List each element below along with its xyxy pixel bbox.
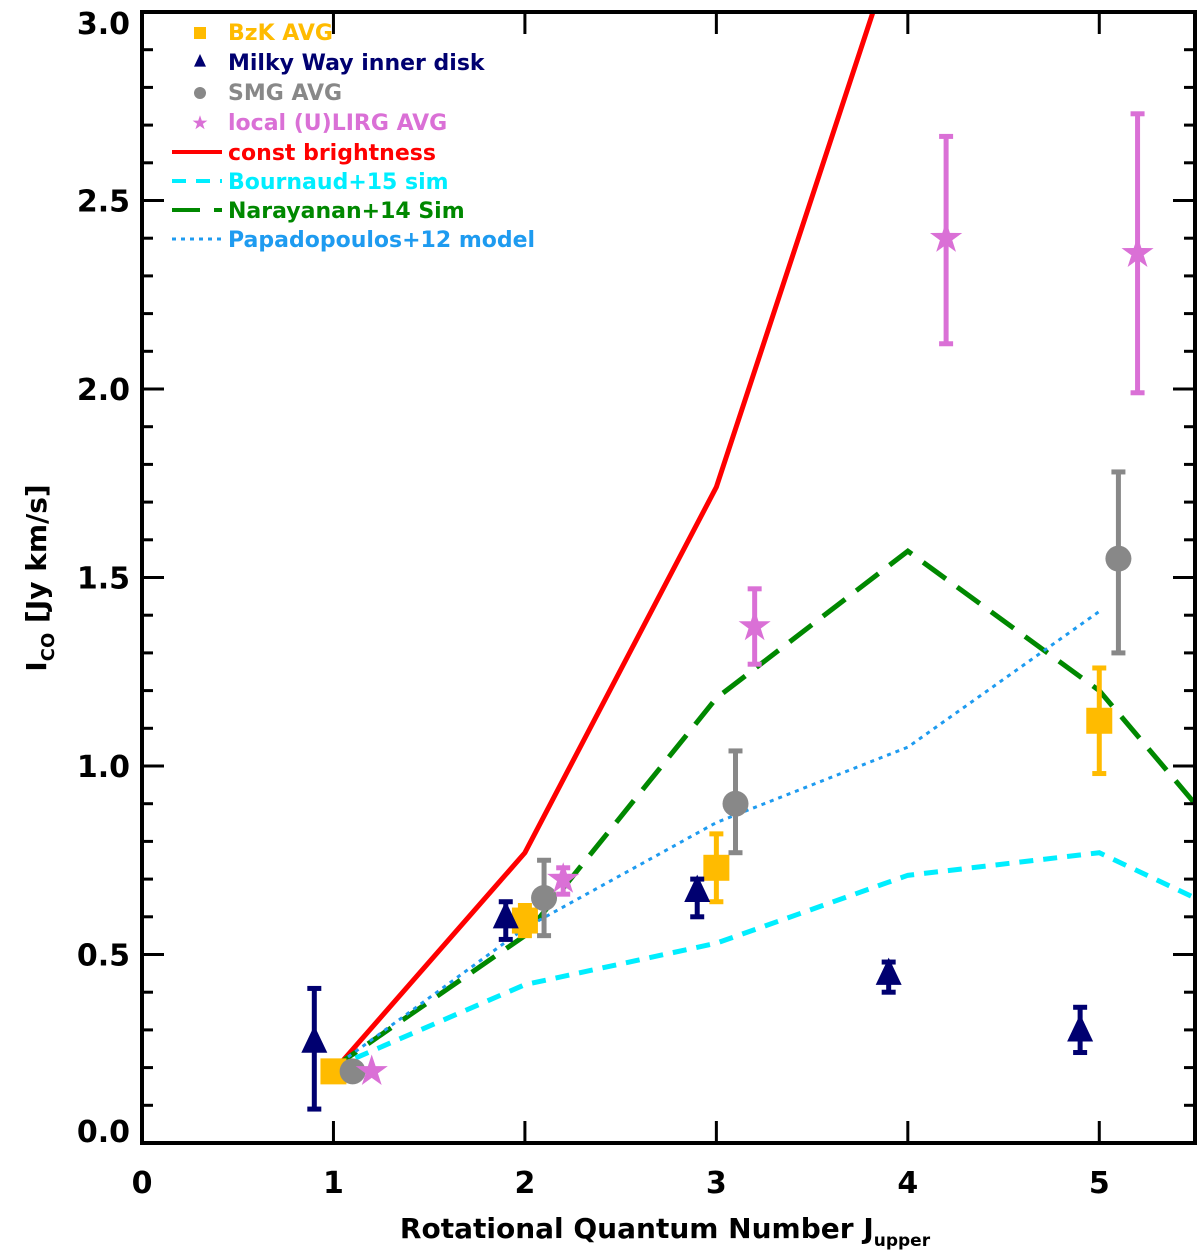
triangle-marker [194, 54, 206, 67]
line-bournaud-15-sim [333, 853, 1195, 1068]
y-tick-label: 2.5 [77, 185, 130, 220]
y-tick-label: 1.5 [77, 562, 130, 597]
x-tick-label: 1 [323, 1166, 344, 1201]
x-axis-title: Rotational Quantum Number Jupper [400, 1212, 931, 1251]
square-marker [512, 908, 538, 934]
triangle-marker [301, 1025, 327, 1052]
y-tick-label: 2.0 [77, 373, 130, 408]
x-tick-label: 5 [1089, 1166, 1110, 1201]
circle-marker [531, 885, 557, 911]
triangle-marker [876, 958, 902, 985]
square-marker [703, 855, 729, 881]
legend-label: Narayanan+14 Sim [228, 199, 465, 224]
y-tick-label: 1.0 [77, 750, 130, 785]
square-marker [194, 27, 206, 39]
y-tick-label: 3.0 [77, 7, 130, 42]
y-tick-label: 0.0 [77, 1115, 130, 1150]
star-marker [193, 115, 208, 129]
y-tick-label: 0.5 [77, 939, 130, 974]
circle-marker [723, 791, 749, 817]
chart: 0 1 2 3 4 5 0.0 0.5 1.0 1.5 2.0 2.5 3.0 BzK AVG Milky… [0, 0, 1200, 1260]
legend-label: const brightness [228, 141, 436, 166]
circle-marker [1105, 546, 1131, 572]
square-marker [1086, 708, 1112, 734]
y-axis-title: ICO [Jy km/s] [20, 484, 59, 671]
legend-label: SMG AVG [228, 81, 342, 106]
x-tick-label: 3 [706, 1166, 727, 1201]
legend-label: Papadopoulos+12 model [228, 228, 535, 253]
x-tick-label: 0 [132, 1166, 153, 1201]
x-tick-label: 2 [514, 1166, 535, 1201]
x-tick-label: 4 [897, 1166, 918, 1201]
legend-label: local (U)LIRG AVG [228, 111, 447, 136]
legend-label: Milky Way inner disk [228, 51, 486, 76]
legend: BzK AVG Milky Way inner disk SMG AVG local … [172, 21, 535, 253]
legend-label: BzK AVG [228, 21, 333, 46]
circle-marker [194, 87, 206, 99]
legend-label: Bournaud+15 sim [228, 170, 449, 195]
line-narayanan-14-sim [333, 551, 1195, 1067]
circle-marker [340, 1058, 366, 1084]
model-lines [333, 0, 1195, 1071]
triangle-marker [1067, 1014, 1093, 1041]
